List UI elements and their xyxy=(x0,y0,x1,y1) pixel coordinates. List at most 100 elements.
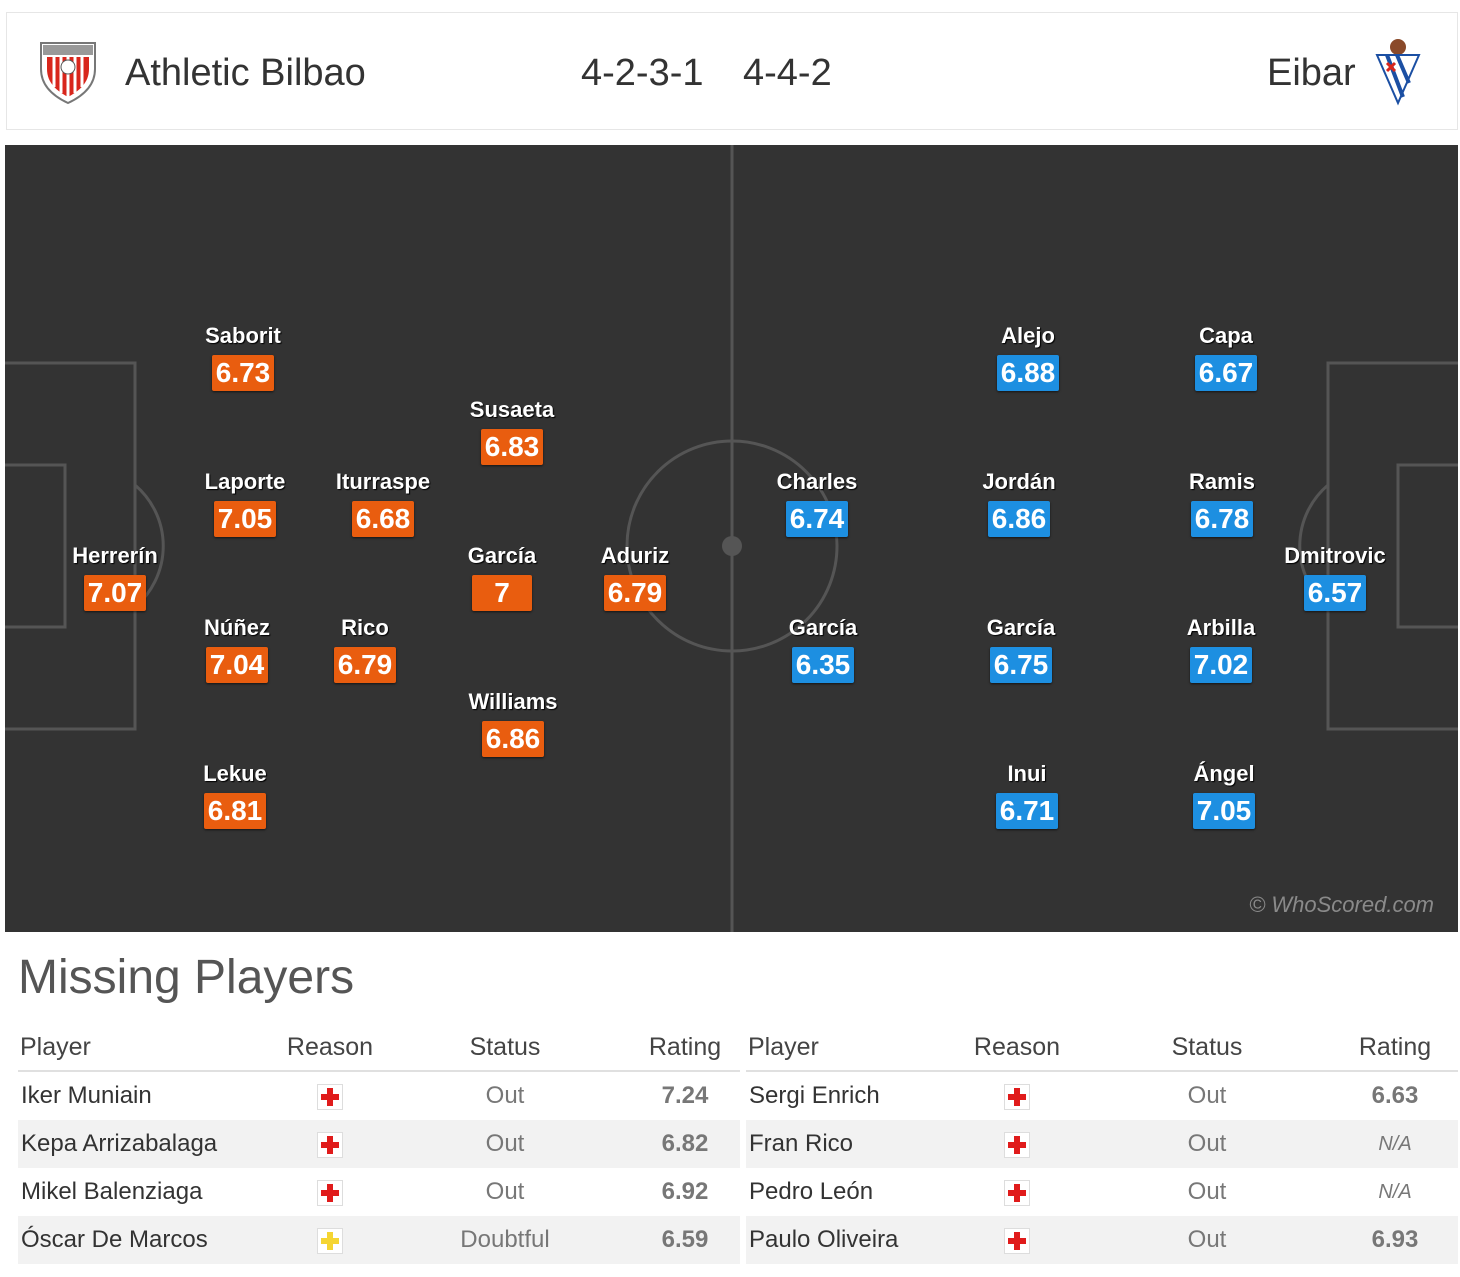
home-player[interactable]: Lekue 6.81 xyxy=(155,761,315,829)
home-player[interactable]: Susaeta 6.83 xyxy=(432,397,592,465)
player-rating: 6.74 xyxy=(785,501,849,537)
reason-cell xyxy=(280,1071,380,1120)
away-player[interactable]: Jordán 6.86 xyxy=(939,469,1099,537)
col-rating[interactable]: Rating xyxy=(648,1032,722,1061)
match-header: Athletic Bilbao 4-2-3-1 4-4-2 Eibar xyxy=(6,12,1458,130)
player-rating: 6.79 xyxy=(333,647,397,683)
player-rating: 7.07 xyxy=(83,575,147,611)
table-row: Iker Muniain Out 7.24 xyxy=(18,1071,740,1120)
injury-icon[interactable] xyxy=(317,1131,343,1158)
home-player[interactable]: García 7 xyxy=(422,543,582,611)
player-rating: 6.78 xyxy=(1190,501,1254,537)
player-name: Saborit xyxy=(205,323,281,348)
athletic-bilbao-crest-icon[interactable] xyxy=(37,39,99,105)
home-team-name[interactable]: Athletic Bilbao xyxy=(125,52,366,94)
injury-icon[interactable] xyxy=(1004,1179,1030,1206)
whoscored-credit: © WhoScored.com xyxy=(1249,892,1434,917)
player-name: Arbilla xyxy=(1186,615,1256,640)
col-status[interactable]: Status xyxy=(469,1032,541,1061)
col-reason[interactable]: Reason xyxy=(973,1032,1061,1061)
injury-icon[interactable] xyxy=(317,1083,343,1110)
missing-player-name[interactable]: Óscar De Marcos xyxy=(21,1226,208,1253)
away-formation: 4-4-2 xyxy=(743,52,832,94)
injury-icon[interactable] xyxy=(1004,1131,1030,1158)
player-rating: 6.73 xyxy=(211,355,275,391)
away-player[interactable]: Alejo 6.88 xyxy=(948,323,1108,391)
away-player[interactable]: Capa 6.67 xyxy=(1146,323,1306,391)
missing-status: Out xyxy=(1187,1130,1227,1157)
missing-rating: 7.24 xyxy=(661,1082,709,1109)
player-rating: 6.83 xyxy=(480,429,544,465)
missing-player-name[interactable]: Fran Rico xyxy=(749,1130,854,1157)
away-player[interactable]: Ramis 6.78 xyxy=(1142,469,1302,537)
player-name: Charles xyxy=(776,469,858,494)
missing-player-name[interactable]: Iker Muniain xyxy=(21,1082,152,1109)
away-player[interactable]: García 6.75 xyxy=(941,615,1101,683)
home-player[interactable]: Rico 6.79 xyxy=(285,615,445,683)
player-rating: 6.79 xyxy=(603,575,667,611)
table-row: Pedro León Out N/A xyxy=(746,1168,1458,1216)
home-player[interactable]: Núñez 7.04 xyxy=(157,615,317,683)
reason-cell xyxy=(280,1216,380,1264)
col-rating[interactable]: Rating xyxy=(1358,1032,1432,1061)
missing-rating: 6.92 xyxy=(661,1178,709,1205)
player-rating: 6.35 xyxy=(791,647,855,683)
missing-player-name[interactable]: Paulo Oliveira xyxy=(749,1226,899,1253)
doubtful-icon[interactable] xyxy=(317,1227,343,1254)
injury-icon[interactable] xyxy=(1004,1083,1030,1110)
player-name: Capa xyxy=(1199,323,1253,348)
player-rating: 6.68 xyxy=(351,501,415,537)
player-rating: 6.67 xyxy=(1194,355,1258,391)
col-player[interactable]: Player xyxy=(20,1032,91,1061)
player-rating: 6.57 xyxy=(1303,575,1367,611)
missing-player-name[interactable]: Mikel Balenziaga xyxy=(21,1178,203,1205)
injury-icon[interactable] xyxy=(1004,1227,1030,1254)
table-row: Óscar De Marcos Doubtful 6.59 xyxy=(18,1216,740,1264)
home-player[interactable]: Herrerín 7.07 xyxy=(35,543,195,611)
missing-status: Out xyxy=(1187,1178,1227,1205)
player-name: García xyxy=(467,543,537,568)
missing-rating: 6.63 xyxy=(1371,1082,1419,1109)
player-name: Jordán xyxy=(982,469,1056,494)
away-player[interactable]: Dmitrovic 6.57 xyxy=(1255,543,1415,611)
table-row: Fran Rico Out N/A xyxy=(746,1120,1458,1168)
home-player[interactable]: Williams 6.86 xyxy=(433,689,593,757)
player-rating: 7.02 xyxy=(1189,647,1253,683)
away-player[interactable]: Ángel 7.05 xyxy=(1144,761,1304,829)
away-player[interactable]: Arbilla 7.02 xyxy=(1141,615,1301,683)
reason-cell xyxy=(952,1216,1082,1264)
player-name: Alejo xyxy=(1001,323,1055,348)
home-player[interactable]: Laporte 7.05 xyxy=(165,469,325,537)
away-missing-table: Player Reason Status Rating Sergi Enrich… xyxy=(746,1024,1458,1264)
player-rating: 7.05 xyxy=(213,501,277,537)
away-team-name[interactable]: Eibar xyxy=(1267,52,1356,94)
missing-rating: 6.82 xyxy=(661,1130,709,1157)
home-player[interactable]: Saborit 6.73 xyxy=(163,323,323,391)
player-name: Williams xyxy=(468,689,558,714)
player-rating: 6.88 xyxy=(996,355,1060,391)
missing-player-name[interactable]: Pedro León xyxy=(749,1178,874,1205)
missing-player-name[interactable]: Kepa Arrizabalaga xyxy=(21,1130,218,1157)
table-row: Mikel Balenziaga Out 6.92 xyxy=(18,1168,740,1216)
table-row: Paulo Oliveira Out 6.93 xyxy=(746,1216,1458,1264)
eibar-crest-icon[interactable] xyxy=(1373,37,1423,107)
home-player[interactable]: Iturraspe 6.68 xyxy=(303,469,463,537)
reason-cell xyxy=(952,1168,1082,1216)
away-player[interactable]: Inui 6.71 xyxy=(947,761,1107,829)
missing-status: Out xyxy=(1187,1226,1227,1253)
home-player[interactable]: Aduriz 6.79 xyxy=(555,543,715,611)
missing-player-name[interactable]: Sergi Enrich xyxy=(749,1082,880,1109)
missing-status: Out xyxy=(1187,1082,1227,1109)
col-status[interactable]: Status xyxy=(1171,1032,1243,1061)
away-player[interactable]: Charles 6.74 xyxy=(737,469,897,537)
col-player[interactable]: Player xyxy=(748,1032,819,1061)
reason-cell xyxy=(280,1120,380,1168)
player-name: Ramis xyxy=(1188,469,1256,494)
away-player[interactable]: García 6.35 xyxy=(743,615,903,683)
col-reason[interactable]: Reason xyxy=(286,1032,374,1061)
table-row: Sergi Enrich Out 6.63 xyxy=(746,1071,1458,1120)
player-rating: 7 xyxy=(472,575,532,611)
missing-status: Doubtful xyxy=(460,1226,550,1253)
missing-status: Out xyxy=(485,1130,525,1157)
injury-icon[interactable] xyxy=(317,1179,343,1206)
